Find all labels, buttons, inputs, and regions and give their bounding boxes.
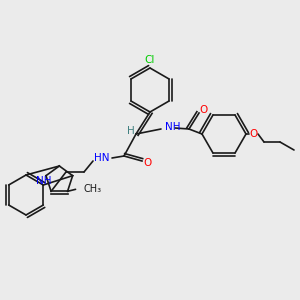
Text: HN: HN [94, 153, 110, 163]
Text: NH: NH [165, 122, 181, 132]
Text: H: H [127, 126, 135, 136]
Text: NH: NH [36, 176, 52, 186]
Text: O: O [199, 105, 207, 115]
Text: O: O [143, 158, 151, 168]
Text: Cl: Cl [145, 55, 155, 65]
Text: CH₃: CH₃ [83, 184, 102, 194]
Text: O: O [250, 129, 258, 139]
